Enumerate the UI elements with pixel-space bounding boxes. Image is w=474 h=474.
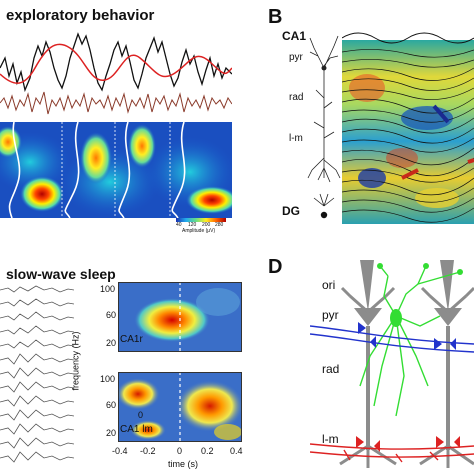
csd-lfp-top	[342, 32, 474, 44]
spectrogram-inner-tick: 0	[138, 410, 144, 420]
panel-b-dg-label: DG	[282, 204, 300, 218]
panel-b-region-label: CA1	[282, 29, 307, 43]
panel-c-title: slow-wave sleep	[6, 266, 116, 282]
xtick: -0.4	[112, 446, 128, 456]
layer-label-ori: ori	[322, 278, 336, 292]
ytick: 60	[106, 400, 117, 410]
ytick: 60	[106, 310, 117, 320]
lfp-gamma-trace	[0, 91, 232, 115]
lfp-theta-fit	[0, 43, 232, 84]
panel-d-letter: D	[268, 256, 283, 278]
ytick: 20	[106, 428, 117, 438]
layer-label-pyr: pyr	[322, 308, 339, 322]
lfp-traces	[0, 32, 232, 115]
ytick: 100	[100, 284, 116, 294]
colorbar	[176, 218, 226, 222]
lfp-raw-trace	[0, 32, 232, 93]
ytick: 20	[106, 338, 117, 348]
spectrogram-top-label: CA1r	[120, 334, 143, 345]
circuit-diagram	[310, 260, 474, 468]
colorbar-label: Amplitude (μV)	[182, 228, 216, 234]
spectrogram-ca1lm	[118, 372, 242, 442]
wavelet-spectrogram-a	[0, 122, 232, 218]
colorbar-tick: 40	[176, 222, 182, 228]
xtick: 0.4	[230, 446, 243, 456]
colorbar-tick: 120	[188, 222, 197, 228]
swr-traces	[0, 285, 74, 463]
colorbar-tick: 200	[202, 222, 211, 228]
layer-label-rad: rad	[322, 362, 340, 376]
spectrogram-xlabel: time (s)	[168, 459, 198, 469]
ca1-neuron-morphology	[307, 35, 341, 219]
spectrogram-ca1r	[118, 282, 242, 352]
csd-traces	[342, 49, 474, 223]
panel-b-letter: B	[268, 6, 283, 28]
ytick: 100	[100, 374, 116, 384]
pyramidal-neuron-right	[419, 260, 474, 468]
interneuron-soma	[390, 309, 402, 327]
layer-label-rad: rad	[289, 92, 304, 103]
spectrogram-bottom-label: CA1 lm	[120, 424, 153, 435]
csd-map	[342, 32, 474, 224]
spectrogram-ylabel: frequency (Hz)	[70, 331, 81, 391]
layer-label-pyr: pyr	[289, 52, 303, 63]
xtick: 0.2	[201, 446, 214, 456]
layer-label-lm: l-m	[289, 133, 303, 144]
interneuron	[359, 265, 441, 417]
panel-a-title: exploratory behavior	[6, 7, 155, 24]
colorbar-tick: 280	[215, 222, 224, 228]
pyramidal-neuron-left	[339, 260, 397, 468]
layer-label-lm: l-m	[322, 432, 339, 446]
xtick: -0.2	[140, 446, 156, 456]
xtick: 0	[177, 446, 183, 456]
